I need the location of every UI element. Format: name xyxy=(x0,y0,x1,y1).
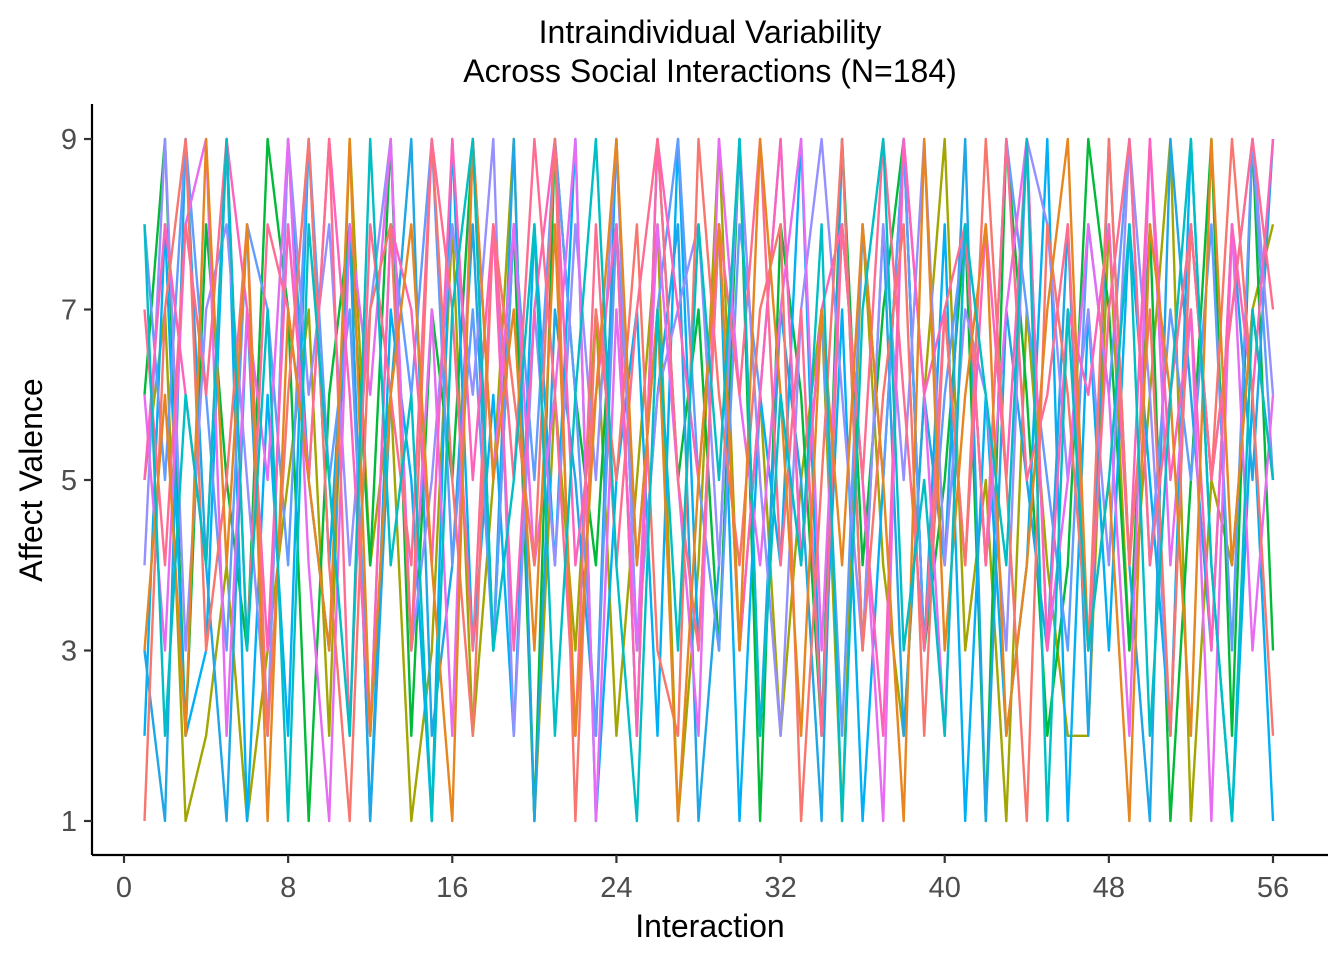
x-tick-label: 32 xyxy=(764,872,796,904)
x-tick-label: 24 xyxy=(600,872,632,904)
x-tick-label: 56 xyxy=(1257,872,1289,904)
y-axis-label: Affect Valence xyxy=(13,378,49,581)
chart-title-line-1: Intraindividual Variability xyxy=(539,14,882,50)
y-tick-label: 9 xyxy=(61,124,77,156)
x-axis-label: Interaction xyxy=(635,908,784,944)
y-tick-label: 3 xyxy=(61,636,77,668)
y-tick-label: 7 xyxy=(61,295,77,327)
y-tick-label: 1 xyxy=(61,806,77,838)
x-tick-label: 40 xyxy=(929,872,961,904)
series-layer xyxy=(145,139,1274,821)
x-tick-label: 16 xyxy=(436,872,468,904)
x-tick-label: 48 xyxy=(1093,872,1125,904)
x-tick-label: 0 xyxy=(116,872,132,904)
x-tick-label: 8 xyxy=(280,872,296,904)
chart-title-line-2: Across Social Interactions (N=184) xyxy=(463,53,957,89)
y-tick-label: 5 xyxy=(61,465,77,497)
